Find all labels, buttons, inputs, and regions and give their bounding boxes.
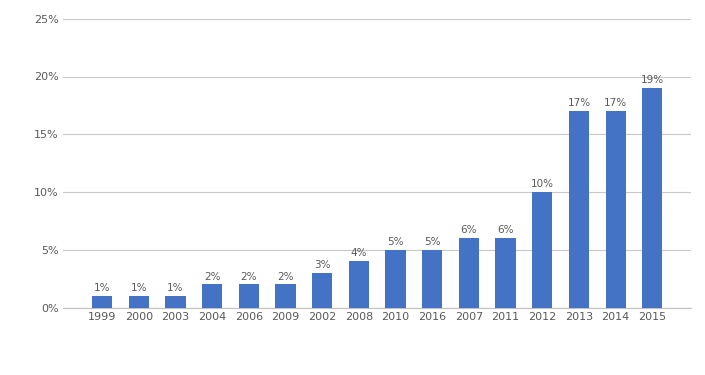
Bar bbox=[532, 192, 552, 308]
Bar bbox=[642, 88, 663, 308]
Bar bbox=[459, 238, 479, 308]
Bar bbox=[349, 261, 369, 308]
Text: 2%: 2% bbox=[204, 272, 221, 282]
Text: 2%: 2% bbox=[277, 272, 294, 282]
Text: 2%: 2% bbox=[240, 272, 257, 282]
Text: 1%: 1% bbox=[130, 283, 147, 293]
Bar bbox=[128, 296, 149, 307]
Bar bbox=[386, 250, 405, 308]
Text: 1%: 1% bbox=[94, 283, 110, 293]
Bar bbox=[239, 284, 259, 308]
Bar bbox=[166, 296, 185, 307]
Text: 10%: 10% bbox=[531, 179, 553, 189]
Text: 5%: 5% bbox=[387, 237, 404, 247]
Bar bbox=[606, 111, 626, 308]
Bar bbox=[312, 273, 332, 308]
Bar bbox=[569, 111, 589, 308]
Bar bbox=[422, 250, 442, 308]
Text: 5%: 5% bbox=[424, 237, 441, 247]
Text: 17%: 17% bbox=[604, 98, 627, 108]
Text: 4%: 4% bbox=[350, 248, 367, 258]
Text: 1%: 1% bbox=[167, 283, 184, 293]
Text: 3%: 3% bbox=[314, 260, 331, 270]
Bar bbox=[202, 284, 222, 308]
Bar bbox=[496, 238, 515, 308]
Text: 17%: 17% bbox=[568, 98, 591, 108]
Text: 19%: 19% bbox=[641, 75, 664, 85]
Text: 6%: 6% bbox=[497, 225, 514, 236]
Text: 6%: 6% bbox=[460, 225, 477, 236]
Bar bbox=[276, 284, 295, 308]
Bar bbox=[92, 296, 112, 307]
